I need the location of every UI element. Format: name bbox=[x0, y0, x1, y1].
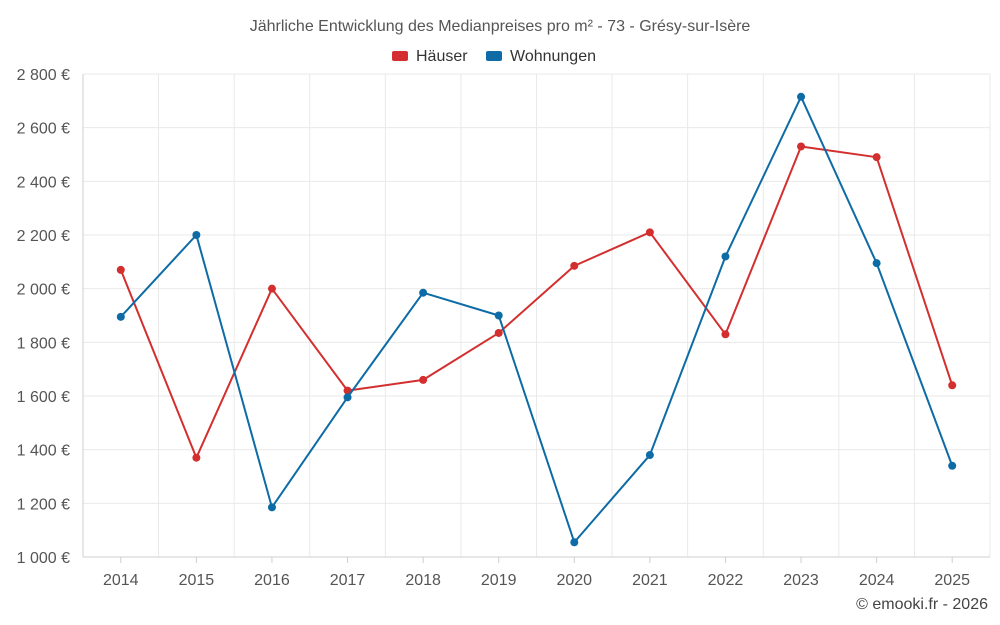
legend-label-haeuser: Häuser bbox=[416, 48, 468, 65]
x-tick-label: 2019 bbox=[481, 572, 517, 589]
data-point-haeuser[interactable] bbox=[267, 284, 276, 293]
legend-swatch-wohnungen bbox=[486, 51, 502, 61]
data-point-haeuser[interactable] bbox=[872, 153, 881, 162]
data-point-haeuser[interactable] bbox=[192, 453, 201, 462]
data-point-wohnungen[interactable] bbox=[797, 92, 806, 101]
data-point-haeuser[interactable] bbox=[948, 381, 957, 390]
series bbox=[116, 92, 957, 547]
data-point-wohnungen[interactable] bbox=[116, 312, 125, 321]
x-tick-label: 2014 bbox=[103, 572, 139, 589]
data-point-wohnungen[interactable] bbox=[419, 288, 428, 297]
x-tick-label: 2023 bbox=[783, 572, 819, 589]
x-tick-label: 2025 bbox=[934, 572, 970, 589]
y-tick-label: 2 200 € bbox=[17, 228, 70, 245]
x-tick-label: 2015 bbox=[179, 572, 215, 589]
data-point-haeuser[interactable] bbox=[570, 261, 579, 270]
data-point-wohnungen[interactable] bbox=[872, 259, 881, 268]
data-point-wohnungen[interactable] bbox=[645, 451, 654, 460]
data-point-wohnungen[interactable] bbox=[267, 503, 276, 512]
data-point-wohnungen[interactable] bbox=[494, 311, 503, 320]
legend-swatch-haeuser bbox=[392, 51, 408, 61]
series-wohnungen bbox=[116, 92, 957, 547]
x-axis-ticks: 2014 2015 2016 2017 2018 2019 2020 2021 2022 2023… bbox=[103, 557, 970, 589]
y-axis-ticks: 1 000 € 1 200 € 1 400 € 1 600 € 1 800 € 2 000… bbox=[17, 67, 70, 567]
legend-label-wohnungen: Wohnungen bbox=[510, 48, 596, 65]
data-point-wohnungen[interactable] bbox=[721, 252, 730, 261]
data-point-wohnungen[interactable] bbox=[192, 231, 201, 239]
x-tick-label: 2017 bbox=[330, 572, 366, 589]
x-tick-label: 2020 bbox=[556, 572, 592, 589]
legend: Häuser Wohnungen bbox=[392, 48, 596, 65]
legend-item-wohnungen[interactable]: Wohnungen bbox=[486, 48, 596, 65]
data-point-haeuser[interactable] bbox=[116, 265, 125, 274]
y-tick-label: 2 600 € bbox=[17, 121, 70, 138]
x-tick-label: 2021 bbox=[632, 572, 668, 589]
y-tick-label: 2 800 € bbox=[17, 67, 70, 84]
x-tick-label: 2018 bbox=[405, 572, 441, 589]
x-tick-label: 2024 bbox=[859, 572, 895, 589]
data-point-haeuser[interactable] bbox=[645, 228, 654, 237]
y-tick-label: 1 400 € bbox=[17, 443, 70, 460]
x-tick-label: 2016 bbox=[254, 572, 290, 589]
data-point-wohnungen[interactable] bbox=[948, 461, 957, 470]
data-point-haeuser[interactable] bbox=[494, 328, 503, 337]
y-tick-label: 2 000 € bbox=[17, 282, 70, 299]
legend-item-haeuser[interactable]: Häuser bbox=[392, 48, 468, 65]
credit-text: © emooki.fr - 2026 bbox=[856, 596, 988, 613]
chart-title: Jährliche Entwicklung des Medianpreises … bbox=[250, 18, 751, 35]
data-point-wohnungen[interactable] bbox=[570, 538, 579, 547]
data-point-haeuser[interactable] bbox=[721, 330, 730, 339]
series-haeuser bbox=[116, 142, 957, 462]
y-tick-label: 1 000 € bbox=[17, 550, 70, 567]
axes bbox=[82, 74, 990, 558]
grid bbox=[83, 73, 991, 557]
y-tick-label: 2 400 € bbox=[17, 174, 70, 191]
series-line-haeuser bbox=[119, 145, 954, 459]
series-line-wohnungen bbox=[120, 95, 954, 544]
x-tick-label: 2022 bbox=[708, 572, 744, 589]
data-point-haeuser[interactable] bbox=[343, 386, 352, 395]
y-tick-label: 1 800 € bbox=[17, 335, 70, 352]
data-point-wohnungen[interactable] bbox=[343, 393, 352, 402]
data-point-haeuser[interactable] bbox=[419, 375, 428, 384]
y-tick-label: 1 200 € bbox=[17, 496, 70, 513]
data-point-haeuser[interactable] bbox=[797, 142, 806, 151]
y-tick-label: 1 600 € bbox=[17, 389, 70, 406]
